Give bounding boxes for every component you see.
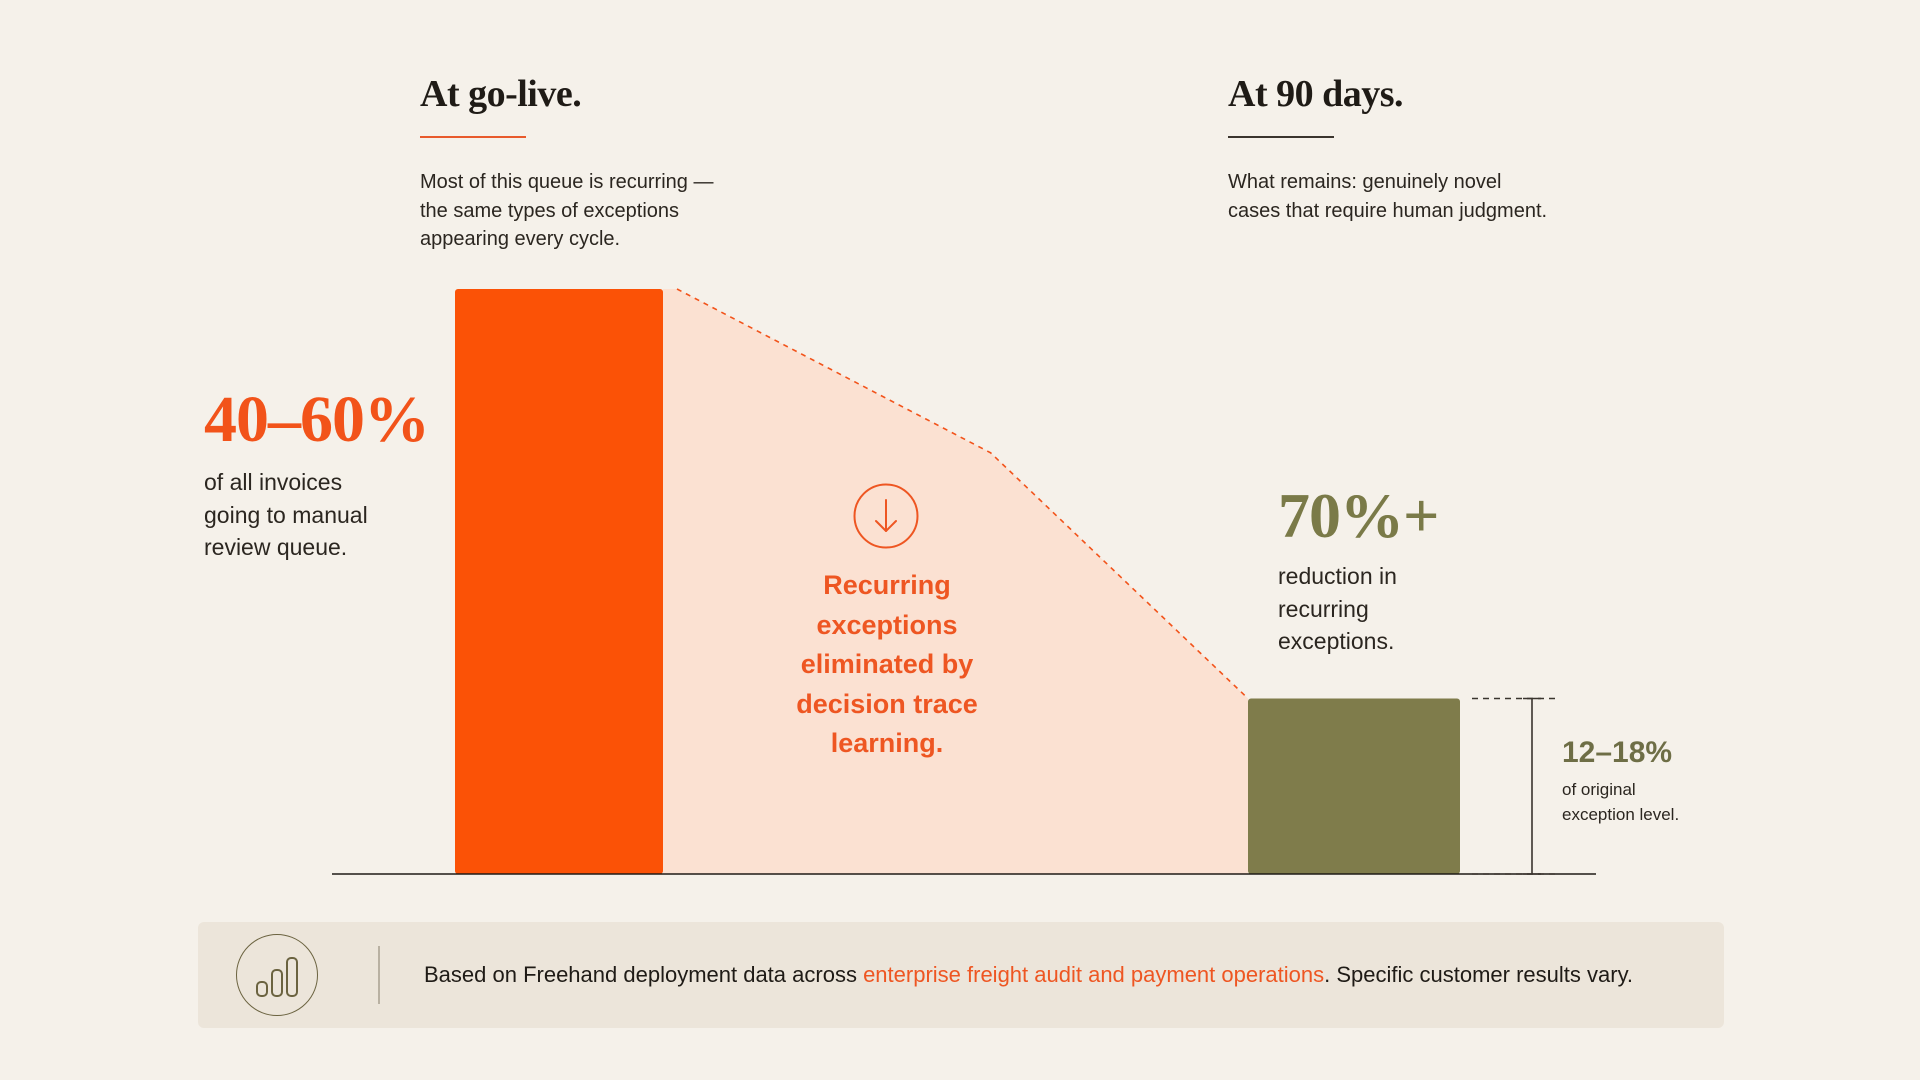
ninety-day-heading: At 90 days. — [1228, 73, 1404, 115]
footnote-highlight: enterprise freight audit and payment ope… — [863, 962, 1325, 987]
reduction-stat-desc: reduction in recurring exceptions. — [1278, 563, 1397, 654]
footnote-prefix: Based on Freehand deployment data across — [424, 962, 864, 987]
golive-stat-value: 40–60% — [204, 383, 430, 456]
bar-90-days — [1248, 698, 1460, 874]
golive-heading-block: At go-live. Most of this queue is recurr… — [420, 72, 740, 254]
ninety-day-heading-block: At 90 days. What remains: genuinely nove… — [1228, 72, 1548, 225]
golive-stat: 40–60% of all invoices going to manual r… — [204, 382, 444, 564]
ninety-day-heading-rule — [1228, 136, 1334, 138]
footnote-divider — [378, 946, 380, 1004]
remaining-stat-value: 12–18% — [1562, 736, 1673, 769]
golive-heading-rule — [420, 136, 526, 138]
footnote-panel: Based on Freehand deployment data across… — [198, 922, 1724, 1028]
golive-heading: At go-live. — [420, 73, 582, 115]
trend-dashed-line — [676, 288, 1249, 700]
reduction-stat: 70%+ reduction in recurring exceptions. — [1278, 478, 1478, 658]
reduction-area-label: Recurring exceptions eliminated by decis… — [796, 570, 978, 758]
bar-golive — [455, 289, 663, 874]
golive-body: Most of this queue is recurring — the sa… — [420, 171, 714, 250]
reduction-area — [663, 289, 1248, 874]
remaining-stat-desc: of original exception level. — [1562, 780, 1680, 824]
remaining-stat: 12–18% of original exception level. — [1562, 736, 1702, 827]
ninety-day-body: What remains: genuinely novel cases that… — [1228, 171, 1548, 222]
arrow-down-circle-icon — [853, 483, 919, 549]
footnote-text: Based on Freehand deployment data across… — [424, 962, 1633, 988]
remaining-level-bracket — [1472, 697, 1556, 875]
golive-stat-desc: of all invoices going to manual review q… — [204, 469, 368, 560]
reduction-stat-value: 70%+ — [1278, 480, 1439, 551]
bar-chart-icon — [236, 934, 318, 1016]
bar-chart-glyph — [256, 957, 298, 997]
footnote-suffix: . Specific customer results vary. — [1324, 962, 1634, 987]
